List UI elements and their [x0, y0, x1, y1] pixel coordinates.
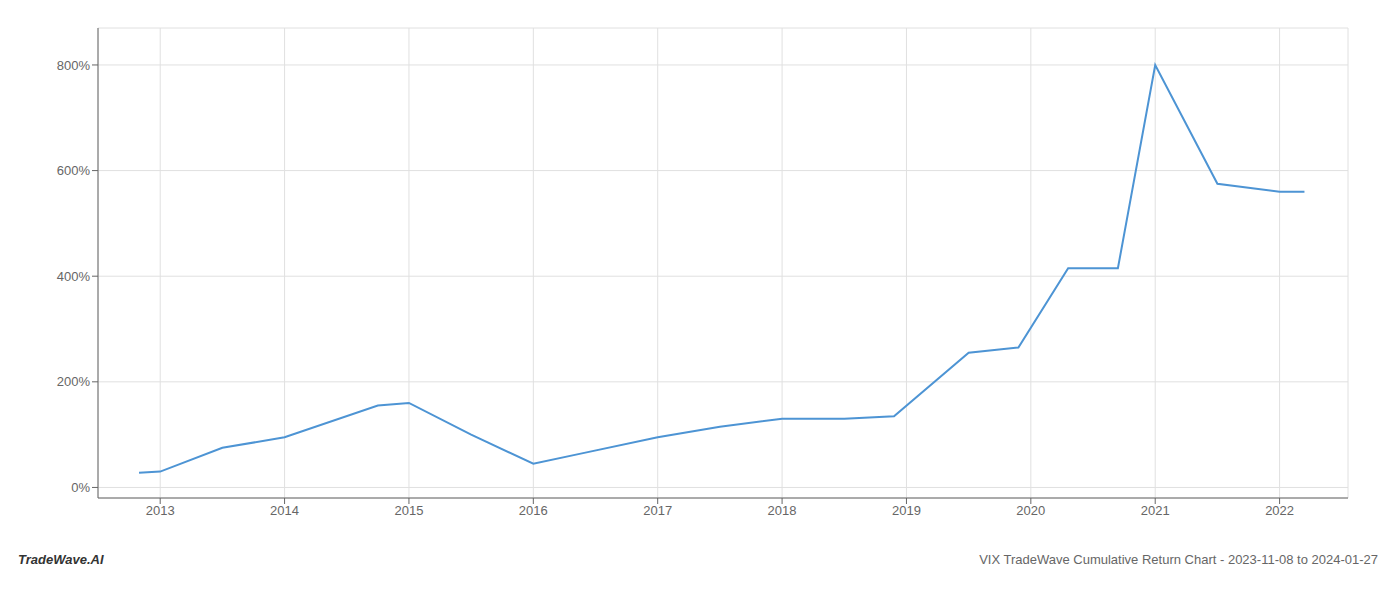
- html-text:VIX TradeWave Cumulative Retur: VIX TradeWave Cumulative Return Chart - …: [979, 552, 1378, 567]
- html-text:TradeWave.AI: TradeWave.AI: [18, 552, 104, 567]
- svg-text:2019: 2019: [892, 503, 921, 518]
- svg-text:800%: 800%: [57, 58, 91, 73]
- svg-text:200%: 200%: [57, 374, 91, 389]
- svg-text:2014: 2014: [270, 503, 299, 518]
- svg-text:2016: 2016: [519, 503, 548, 518]
- svg-text:600%: 600%: [57, 163, 91, 178]
- svg-text:2013: 2013: [146, 503, 175, 518]
- svg-text:2017: 2017: [643, 503, 672, 518]
- svg-text:2022: 2022: [1265, 503, 1294, 518]
- svg-text:0%: 0%: [71, 480, 90, 495]
- svg-text:2021: 2021: [1141, 503, 1170, 518]
- svg-text:400%: 400%: [57, 269, 91, 284]
- svg-text:2020: 2020: [1016, 503, 1045, 518]
- svg-text:2018: 2018: [768, 503, 797, 518]
- svg-text:2015: 2015: [394, 503, 423, 518]
